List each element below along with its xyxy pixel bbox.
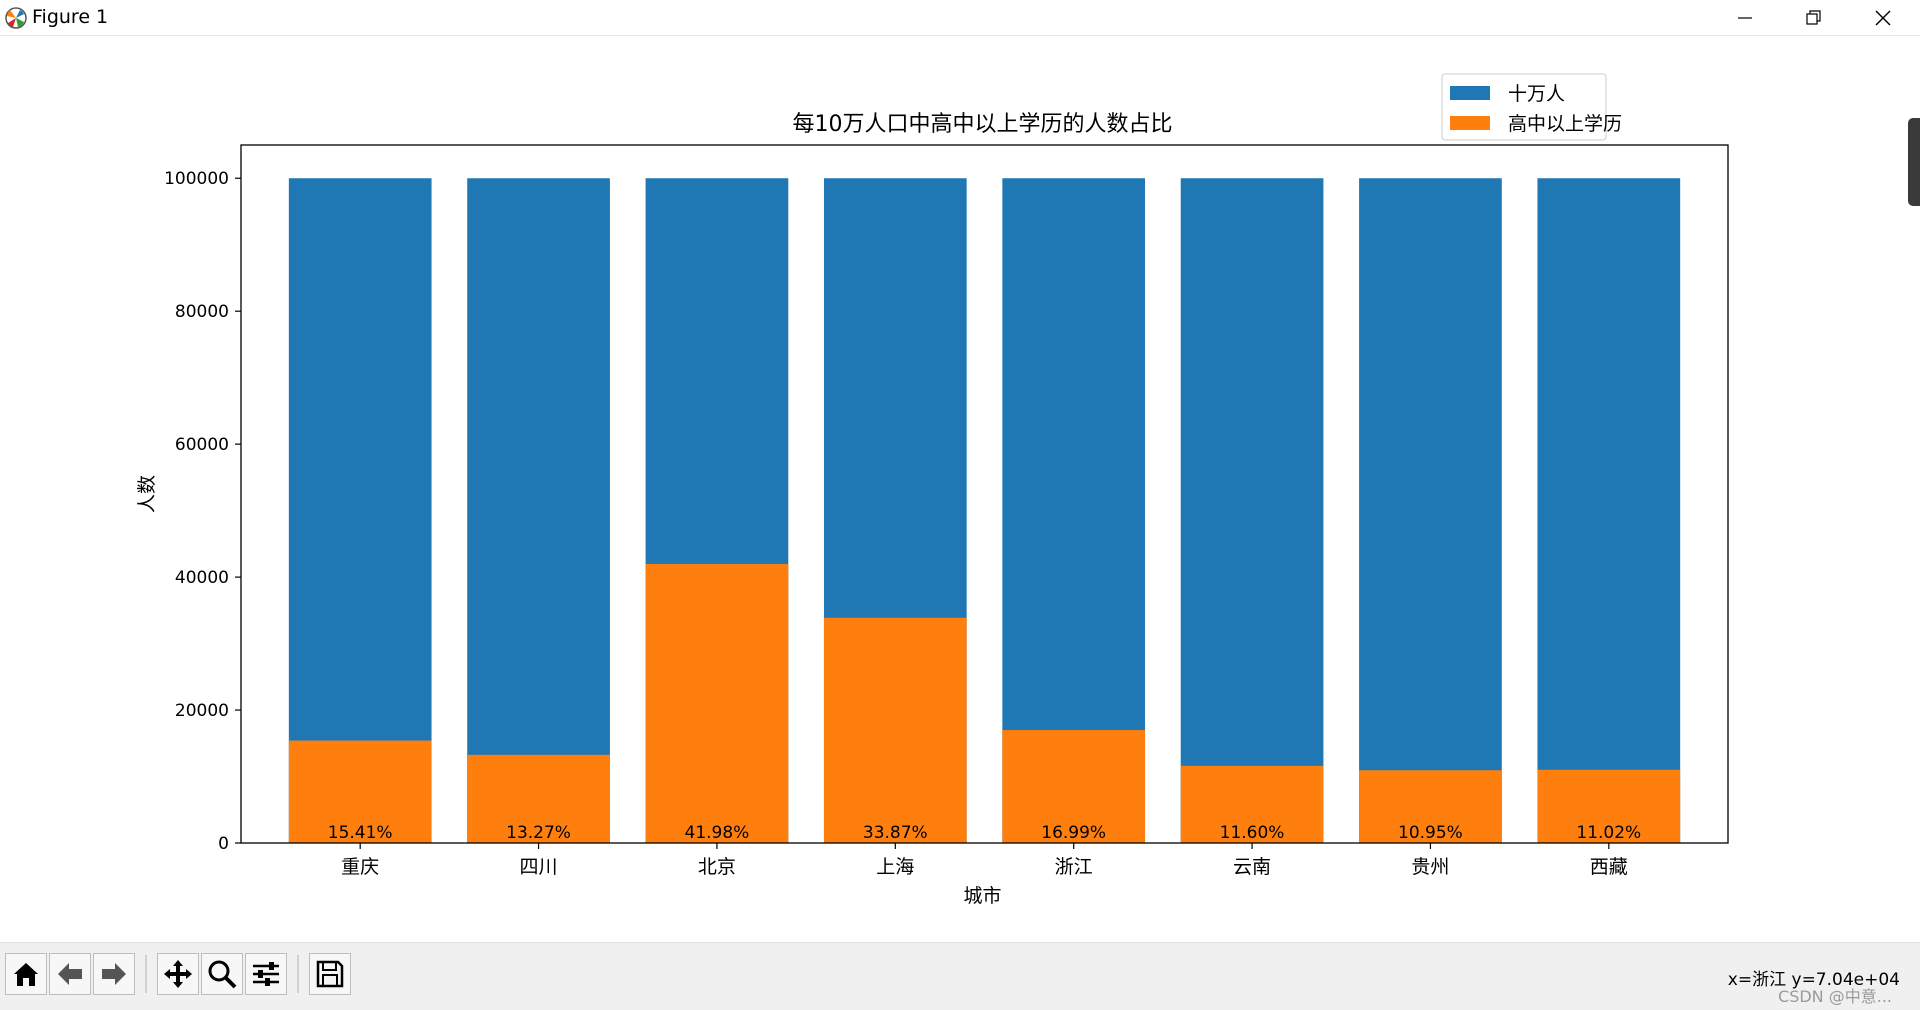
axes-frame bbox=[240, 144, 1729, 844]
toolbar-separator bbox=[145, 955, 147, 993]
side-handle bbox=[1908, 118, 1920, 206]
bar-total-6 bbox=[1359, 178, 1502, 843]
y-tick-label-4: 80000 bbox=[175, 302, 229, 322]
bar-highschool-5 bbox=[1180, 765, 1324, 843]
bar-total-0 bbox=[288, 178, 432, 843]
data-label-4: 16.99% bbox=[1041, 823, 1106, 843]
data-label-6: 10.95% bbox=[1398, 823, 1463, 843]
x-axis-label: 城市 bbox=[963, 885, 1001, 907]
pan-icon bbox=[164, 960, 192, 988]
restore-icon bbox=[1806, 9, 1821, 25]
legend-swatch-1 bbox=[1450, 116, 1490, 130]
bar-chart: 0 20000 40000 60000 80000 100000 重庆 四川 北京 上海 浙江 云南 贵… bbox=[136, 73, 1729, 907]
x-tick-label-7: 西藏 bbox=[1590, 856, 1628, 878]
x-tick-label-0: 重庆 bbox=[341, 856, 379, 878]
home-button[interactable] bbox=[5, 953, 47, 995]
bar-highschool-0 bbox=[288, 740, 432, 843]
restore-button[interactable] bbox=[1779, 0, 1849, 35]
window-title: Figure 1 bbox=[32, 6, 109, 28]
bar-total-7 bbox=[1537, 178, 1681, 843]
x-tick-label-6: 贵州 bbox=[1411, 856, 1449, 878]
forward-icon bbox=[102, 963, 126, 985]
y-tick-label-0: 0 bbox=[218, 834, 229, 854]
bar-total-1 bbox=[467, 178, 610, 843]
save-button[interactable] bbox=[309, 953, 351, 995]
toolbar-separator bbox=[297, 955, 299, 993]
save-icon bbox=[316, 960, 344, 988]
x-tick-label-1: 四川 bbox=[520, 856, 558, 878]
x-tick-label-2: 北京 bbox=[698, 856, 736, 878]
pan-button[interactable] bbox=[157, 953, 199, 995]
data-label-5: 11.60% bbox=[1220, 823, 1285, 843]
bar-highschool-4 bbox=[1002, 730, 1146, 843]
close-icon bbox=[1875, 10, 1891, 25]
back-button[interactable] bbox=[49, 953, 91, 995]
y-tick-label-3: 60000 bbox=[175, 435, 229, 455]
x-tick-label-3: 上海 bbox=[876, 856, 914, 878]
data-label-7: 11.02% bbox=[1576, 823, 1641, 843]
bar-highschool-1 bbox=[467, 754, 610, 843]
zoom-icon bbox=[208, 960, 237, 989]
watermark: CSDN @中意... bbox=[1778, 987, 1892, 1006]
legend-swatch-0 bbox=[1450, 86, 1490, 100]
x-tick-label-5: 云南 bbox=[1233, 856, 1271, 878]
x-tick-label-4: 浙江 bbox=[1055, 856, 1093, 878]
y-axis-label: 人数 bbox=[136, 475, 158, 513]
back-icon bbox=[58, 963, 82, 985]
forward-button[interactable] bbox=[93, 953, 135, 995]
data-label-0: 15.41% bbox=[328, 823, 393, 843]
legend-label-0: 十万人 bbox=[1508, 83, 1565, 105]
data-label-2: 41.98% bbox=[685, 823, 750, 843]
bar-highschool-6 bbox=[1359, 770, 1502, 843]
y-tick-label-5: 100000 bbox=[164, 169, 229, 189]
minimize-icon bbox=[1738, 16, 1752, 19]
y-tick-label-2: 40000 bbox=[175, 568, 229, 588]
window-titlebar: Figure 1 bbox=[0, 0, 1920, 36]
data-label-3: 33.87% bbox=[863, 823, 928, 843]
configure-subplots-icon bbox=[253, 962, 279, 986]
minimize-button[interactable] bbox=[1710, 0, 1780, 35]
y-tick-label-1: 20000 bbox=[175, 701, 229, 721]
chart-title: 每10万人口中高中以上学历的人数占比 bbox=[793, 112, 1173, 137]
bar-total-5 bbox=[1180, 178, 1324, 843]
cursor-coordinates: x=浙江 y=7.04e+04 bbox=[1727, 970, 1900, 990]
zoom-button[interactable] bbox=[201, 953, 243, 995]
legend-label-1: 高中以上学历 bbox=[1508, 113, 1622, 135]
data-label-1: 13.27% bbox=[506, 823, 571, 843]
bar-highschool-3 bbox=[823, 617, 967, 843]
configure-subplots-button[interactable] bbox=[245, 953, 287, 995]
figure-canvas[interactable]: 0 20000 40000 60000 80000 100000 重庆 四川 北京 上海 浙江 云南 贵… bbox=[0, 36, 1920, 942]
navigation-toolbar: x=浙江 y=7.04e+04 CSDN @中意... bbox=[0, 942, 1920, 1010]
home-icon bbox=[14, 963, 38, 986]
close-button[interactable] bbox=[1848, 0, 1918, 35]
bar-highschool-2 bbox=[645, 563, 789, 843]
matplotlib-icon bbox=[5, 7, 27, 29]
bar-highschool-7 bbox=[1537, 769, 1681, 843]
